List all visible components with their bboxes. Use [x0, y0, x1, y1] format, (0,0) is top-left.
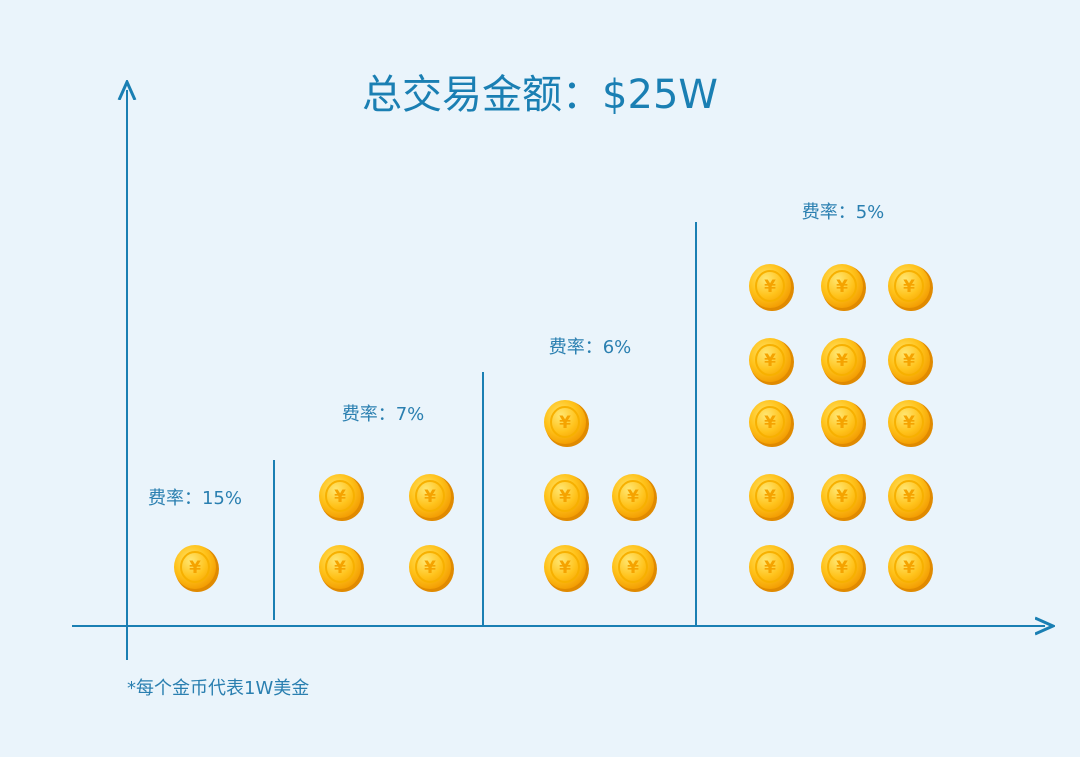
svg-text:¥: ¥	[836, 487, 848, 507]
coin: ¥	[749, 545, 794, 592]
coin: ¥	[544, 474, 589, 521]
coin: ¥	[544, 545, 589, 592]
coin: ¥	[821, 338, 866, 385]
category-label: 费率：5%	[802, 202, 885, 223]
svg-text:¥: ¥	[559, 558, 571, 578]
svg-text:¥: ¥	[334, 487, 346, 507]
coin: ¥	[821, 474, 866, 521]
coin: ¥	[821, 264, 866, 311]
category-label: 费率：7%	[342, 404, 425, 425]
coin: ¥	[749, 474, 794, 521]
svg-text:¥: ¥	[764, 277, 776, 297]
coin: ¥	[612, 545, 657, 592]
svg-text:¥: ¥	[334, 558, 346, 578]
chart-title: 总交易金额：$25W	[362, 72, 718, 118]
svg-text:¥: ¥	[903, 558, 915, 578]
svg-text:¥: ¥	[903, 487, 915, 507]
category-label: 费率：6%	[549, 337, 632, 358]
coin: ¥	[888, 474, 933, 521]
coin: ¥	[319, 545, 364, 592]
footnote: *每个金币代表1W美金	[127, 678, 310, 699]
svg-text:¥: ¥	[764, 558, 776, 578]
coin: ¥	[888, 400, 933, 447]
svg-text:¥: ¥	[836, 277, 848, 297]
svg-text:¥: ¥	[424, 487, 436, 507]
svg-text:¥: ¥	[903, 351, 915, 371]
svg-text:¥: ¥	[764, 487, 776, 507]
category-label: 费率：15%	[148, 488, 242, 509]
coin: ¥	[174, 545, 219, 592]
svg-text:¥: ¥	[836, 351, 848, 371]
coin: ¥	[821, 545, 866, 592]
coin: ¥	[888, 264, 933, 311]
svg-text:¥: ¥	[424, 558, 436, 578]
coin: ¥	[821, 400, 866, 447]
svg-text:¥: ¥	[903, 277, 915, 297]
coin: ¥	[319, 474, 364, 521]
svg-text:¥: ¥	[559, 413, 571, 433]
svg-text:¥: ¥	[764, 351, 776, 371]
svg-text:¥: ¥	[836, 413, 848, 433]
coin: ¥	[749, 400, 794, 447]
svg-text:¥: ¥	[189, 558, 201, 578]
svg-text:¥: ¥	[559, 487, 571, 507]
coin: ¥	[409, 545, 454, 592]
category-labels: 费率：15% 费率：7% 费率：6% 费率：5%	[148, 202, 884, 509]
svg-text:¥: ¥	[764, 413, 776, 433]
svg-text:¥: ¥	[627, 487, 639, 507]
coin: ¥	[888, 338, 933, 385]
coin: ¥	[888, 545, 933, 592]
svg-text:¥: ¥	[627, 558, 639, 578]
coin-marks: ¥ ¥ ¥ ¥ ¥ ¥ ¥ ¥ ¥ ¥ ¥ ¥ ¥ ¥ ¥ ¥ ¥ ¥ ¥ ¥ ¥ ¥ ¥ ¥ ¥	[174, 264, 933, 592]
svg-text:¥: ¥	[836, 558, 848, 578]
coin: ¥	[612, 474, 657, 521]
svg-text:¥: ¥	[903, 413, 915, 433]
group-dividers	[273, 222, 697, 626]
coin: ¥	[544, 400, 589, 447]
coin: ¥	[749, 338, 794, 385]
coin: ¥	[749, 264, 794, 311]
coin: ¥	[409, 474, 454, 521]
